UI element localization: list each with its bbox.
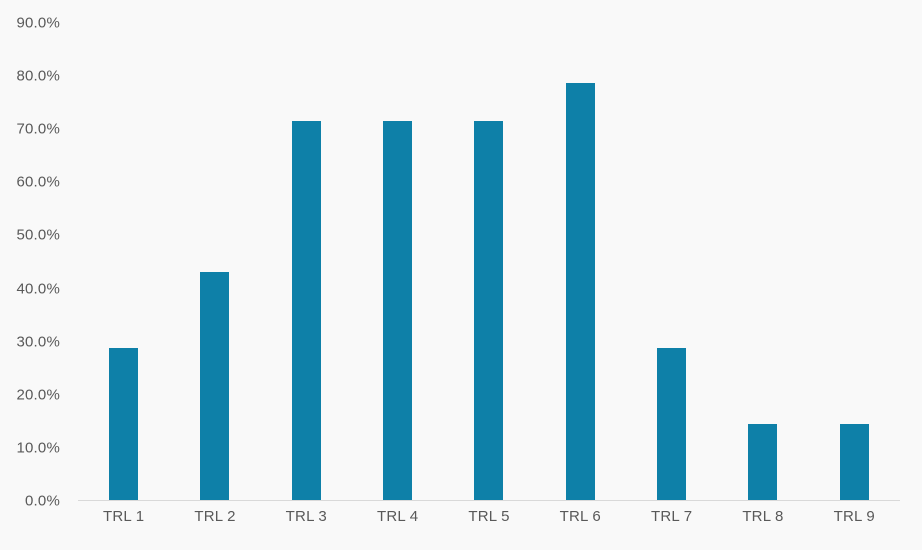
- x-axis-tick-label: TRL 4: [377, 508, 419, 525]
- bar-trl-5: [474, 120, 504, 500]
- bar-trl-6: [565, 82, 595, 500]
- bar-trl-4: [383, 120, 413, 500]
- bar-trl-3: [291, 120, 321, 500]
- category-cell: [169, 23, 260, 500]
- category-cell: [78, 23, 169, 500]
- y-axis-tick-label: 40.0%: [16, 280, 60, 298]
- x-axis-tick-label: TRL 8: [742, 508, 784, 525]
- bar-trl-9: [839, 424, 869, 500]
- bar-trl-1: [109, 348, 139, 500]
- y-axis-tick-label: 0.0%: [25, 492, 60, 510]
- x-axis-tick-label: TRL 6: [559, 508, 601, 525]
- y-axis-tick-label: 70.0%: [16, 120, 60, 138]
- y-axis-tick-label: 30.0%: [16, 333, 60, 351]
- x-axis: TRL 1 TRL 2 TRL 3 TRL 4 TRL 5 TRL 6 TRL 7 TRL 8…: [78, 509, 900, 524]
- y-axis-tick-label: 60.0%: [16, 173, 60, 191]
- category-cell: [443, 23, 534, 500]
- x-axis-tick-label: TRL 7: [650, 508, 693, 525]
- y-axis-tick-label: 50.0%: [16, 226, 60, 244]
- x-axis-tick-label: TRL 1: [103, 508, 145, 525]
- bar-trl-2: [200, 272, 230, 500]
- y-axis-tick-label: 80.0%: [16, 67, 60, 85]
- x-axis-tick-label: TRL 2: [194, 508, 236, 525]
- category-cell: [809, 23, 900, 500]
- category-cell: [717, 23, 808, 500]
- x-axis-tick-label: TRL 3: [285, 508, 327, 525]
- category-cell: [261, 23, 352, 500]
- y-axis: 0.0% 10.0% 20.0% 30.0% 40.0% 50.0% 60.0% 70.0% 8…: [0, 16, 60, 509]
- category-cell: [535, 23, 626, 500]
- plot-area: [78, 23, 900, 501]
- y-axis-tick-label: 20.0%: [16, 386, 60, 404]
- y-axis-tick-label: 10.0%: [16, 439, 60, 457]
- x-axis-tick-label: TRL 5: [468, 508, 510, 525]
- category-cell: [626, 23, 717, 500]
- y-axis-tick-label: 90.0%: [16, 14, 60, 32]
- bar-trl-7: [657, 348, 687, 500]
- x-axis-tick-label: TRL 9: [833, 508, 875, 525]
- bar-trl-8: [748, 424, 778, 500]
- category-cell: [352, 23, 443, 500]
